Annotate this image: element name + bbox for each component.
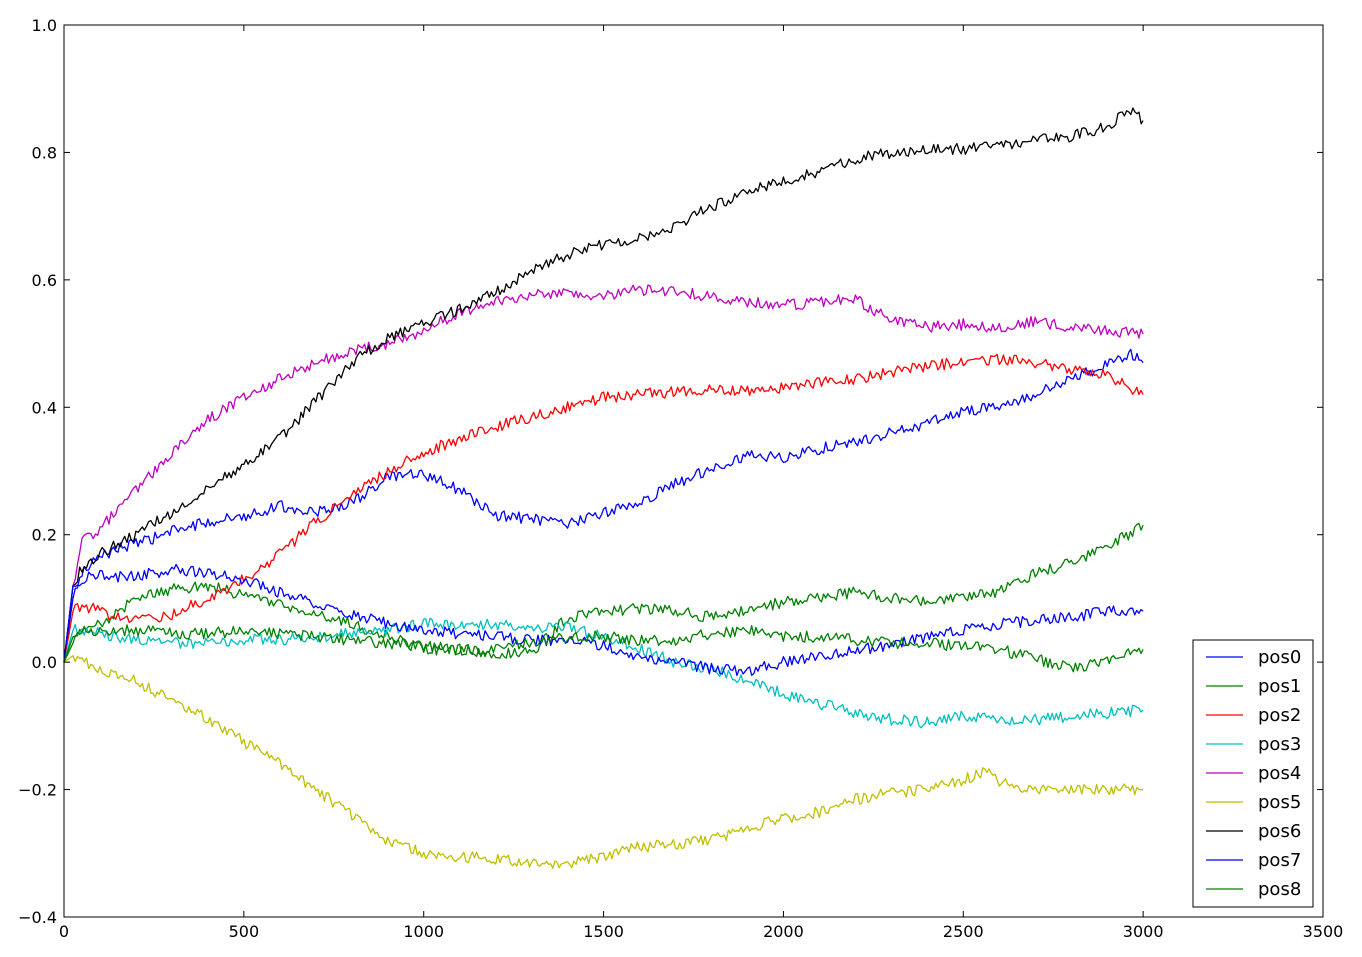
x-tick-label: 500 xyxy=(229,922,260,941)
legend-label-pos6: pos6 xyxy=(1258,821,1301,842)
ticks-layer: 0 500 1000 1500 2000 2500 3000 3500 −0.4 −0.2 0.0 0… xyxy=(18,16,1343,941)
legend-label-pos5: pos5 xyxy=(1258,792,1301,813)
x-tick-label: 2000 xyxy=(763,922,804,941)
legend-label-pos4: pos4 xyxy=(1258,763,1301,784)
x-tick-label: 1000 xyxy=(403,922,444,941)
legend-label-pos2: pos2 xyxy=(1258,705,1301,726)
series-line-pos2 xyxy=(63,353,1144,663)
y-tick-label: 1.0 xyxy=(32,16,57,35)
plot-frame xyxy=(63,24,1324,918)
x-tick-label: 2500 xyxy=(943,922,984,941)
legend-label-pos8: pos8 xyxy=(1258,879,1301,900)
legend-label-pos0: pos0 xyxy=(1258,647,1301,668)
y-tick-label: 0.8 xyxy=(32,143,57,162)
legend-label-pos3: pos3 xyxy=(1258,734,1301,755)
y-tick-label: 0.4 xyxy=(32,398,57,417)
series-line-pos8 xyxy=(63,624,1144,673)
series-line-pos6 xyxy=(63,107,1144,663)
x-tick-label: 0 xyxy=(59,922,69,941)
series-line-pos3 xyxy=(63,617,1144,729)
y-tick-label: 0.6 xyxy=(32,271,57,290)
series-line-pos4 xyxy=(63,284,1144,663)
legend-label-pos7: pos7 xyxy=(1258,850,1301,871)
y-tick-label: 0.2 xyxy=(32,526,57,545)
legend-label-pos1: pos1 xyxy=(1258,676,1301,697)
y-tick-label: −0.2 xyxy=(18,781,57,800)
series-line-pos7 xyxy=(63,563,1144,677)
y-tick-label: −0.4 xyxy=(18,908,57,927)
legend: pos0 pos1 pos2 pos3 pos4 pos5 pos6 pos7 pos8 xyxy=(1192,639,1314,908)
x-tick-label: 1500 xyxy=(583,922,624,941)
x-tick-label: 3000 xyxy=(1123,922,1164,941)
series-line-pos0 xyxy=(63,348,1144,663)
series-line-pos5 xyxy=(63,655,1144,869)
series-line-pos1 xyxy=(63,522,1144,663)
y-tick-label: 0.0 xyxy=(32,653,57,672)
x-tick-label: 3500 xyxy=(1303,922,1344,941)
series-layer xyxy=(63,107,1144,869)
